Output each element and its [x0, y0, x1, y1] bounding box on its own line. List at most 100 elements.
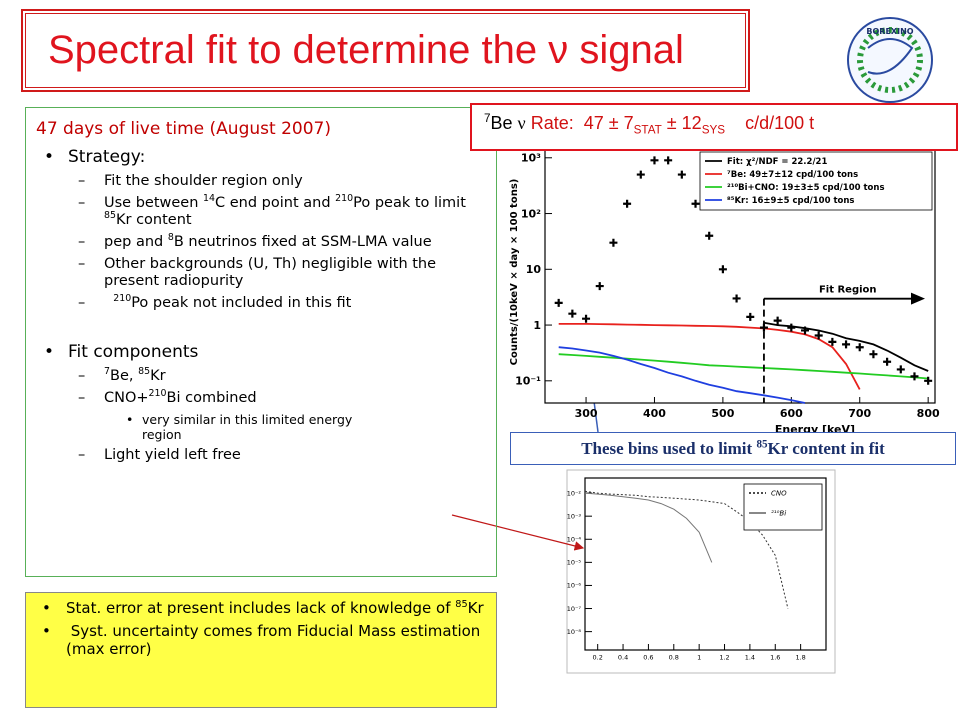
content-box: 47 days of live time (August 2007) Strat…: [25, 107, 497, 577]
bullet: Light yield left free: [36, 447, 486, 464]
heading: 47 days of live time (August 2007): [36, 119, 331, 139]
x-tick-label: 800: [917, 407, 940, 420]
fit-region-arrowhead: [911, 292, 925, 305]
bullet: Fit components: [36, 343, 486, 363]
data-point: [650, 156, 659, 165]
text: B neutrinos fixed at SSM-LMA value: [173, 234, 432, 250]
sup: 7: [104, 366, 110, 378]
x-tick-label: 0.8: [669, 654, 679, 662]
data-point: [910, 372, 919, 381]
text: Stat. error at present includes lack of …: [66, 599, 456, 617]
y-tick-label: 10³: [521, 152, 541, 165]
curve: [558, 323, 861, 390]
legend: [743, 483, 823, 531]
sub: SYS: [701, 123, 726, 137]
x-tick-label: 0.6: [643, 654, 653, 662]
rate-text: Be: [490, 113, 518, 133]
y-tick-label: 10: [526, 263, 542, 276]
legend-label: CNO: [771, 489, 787, 497]
x-tick-label: 0.2: [593, 654, 603, 662]
bullet: 7Be, 85Kr: [36, 366, 486, 385]
title-text: Spectral fit to determine the ν signal: [48, 28, 684, 72]
bullet: Other backgrounds (U, Th) negligible wit…: [36, 256, 486, 290]
title: Spectral fit to determine the ν signal: [21, 9, 750, 92]
data-point: [842, 340, 851, 349]
rate-box: 7Be ν Rate: 47 ± 7STAT ± 12SYS c/d/100 t: [470, 103, 958, 151]
text: CNO+: [104, 390, 149, 406]
sup: 85: [138, 366, 151, 378]
data-point: [623, 199, 632, 208]
x-tick-label: 1.8: [795, 654, 805, 662]
x-tick-label: 300: [575, 407, 598, 420]
rate-text: Rate: 47 ± 7: [525, 113, 634, 133]
legend-label: Fit: χ²/NDF = 22.2/21: [727, 157, 827, 167]
legend-label: ⁷Be: 49±7±12 cpd/100 tons: [727, 170, 858, 180]
bullet: Strategy:: [36, 148, 486, 168]
text: Po peak not included in this fit: [131, 295, 352, 311]
legend-label: ²¹⁰Bi: [771, 509, 786, 517]
sup: 14: [203, 193, 215, 205]
text: Light yield left free: [104, 447, 241, 463]
fit-region-label: Fit Region: [819, 285, 877, 296]
data-point: [568, 309, 577, 318]
data-point: [609, 238, 618, 247]
text: Use between: [104, 195, 204, 211]
y-tick-label: 10⁻³: [567, 512, 582, 520]
data-point: [814, 331, 823, 340]
data-point: [828, 337, 837, 346]
curve: [558, 346, 806, 404]
x-tick-label: 500: [711, 407, 734, 420]
text: Kr content: [115, 212, 192, 228]
data-point: [664, 156, 673, 165]
y-tick-label: 10⁻¹: [515, 375, 541, 388]
bullet: CNO+210Bi combined: [36, 388, 486, 407]
sup: 85: [104, 210, 116, 222]
data-point: [924, 376, 933, 385]
annotation: These bins used to limit 85Kr content in…: [510, 432, 956, 465]
data-point: [582, 314, 591, 323]
data-point: [595, 282, 604, 291]
y-tick-label: 10⁻⁸: [567, 628, 582, 636]
text: These bins used to limit: [581, 439, 757, 458]
sup: 85: [455, 599, 468, 610]
sup: 85: [756, 438, 768, 451]
data-point: [801, 326, 809, 335]
text: Syst. uncertainty comes from Fiducial Ma…: [66, 622, 481, 658]
sub-bullet: very similar in this limited energy regi…: [36, 412, 392, 442]
rate-text: c/d/100 t: [745, 113, 815, 133]
x-tick-label: 1: [697, 654, 701, 662]
bullet: Stat. error at present includes lack of …: [36, 599, 486, 617]
data-point: [705, 231, 714, 240]
legend-label: ⁸⁵Kr: 16±9±5 cpd/100 tons: [727, 196, 854, 206]
data-point: [718, 265, 727, 274]
data-point: [855, 343, 864, 352]
data-point: [896, 365, 905, 374]
logo-text: BOREXINO: [866, 27, 913, 36]
rate-text: ± 12: [661, 113, 702, 133]
text: Be,: [110, 368, 139, 384]
text: Kr: [467, 599, 484, 617]
data-point: [746, 312, 755, 321]
logo: BOREXINO: [847, 17, 933, 103]
text: Fit the shoulder region only: [104, 173, 303, 189]
sup: 210: [148, 388, 167, 400]
x-tick-label: 0.4: [618, 654, 628, 662]
text: Kr content in fit: [767, 439, 885, 458]
sub: STAT: [633, 123, 662, 137]
curve: [584, 492, 713, 563]
text: Bi combined: [166, 390, 257, 406]
data-point: [869, 350, 878, 359]
sup: 210: [335, 193, 354, 205]
rate-text: ν: [517, 113, 526, 133]
y-tick-label: 10⁻²: [567, 489, 582, 497]
bullet: Fit the shoulder region only: [36, 173, 486, 190]
y-tick-label: 10⁻⁶: [567, 582, 582, 590]
x-tick-label: 600: [780, 407, 803, 420]
y-tick-label: 10⁻⁷: [567, 605, 582, 613]
data-point: [691, 199, 700, 208]
text: Other backgrounds (U, Th) negligible wit…: [104, 256, 437, 289]
bullet: Syst. uncertainty comes from Fiducial Ma…: [36, 622, 486, 658]
data-point: [636, 170, 645, 179]
bullet: pep and 8B neutrinos fixed at SSM-LMA va…: [36, 233, 486, 251]
pointer: [451, 514, 585, 551]
